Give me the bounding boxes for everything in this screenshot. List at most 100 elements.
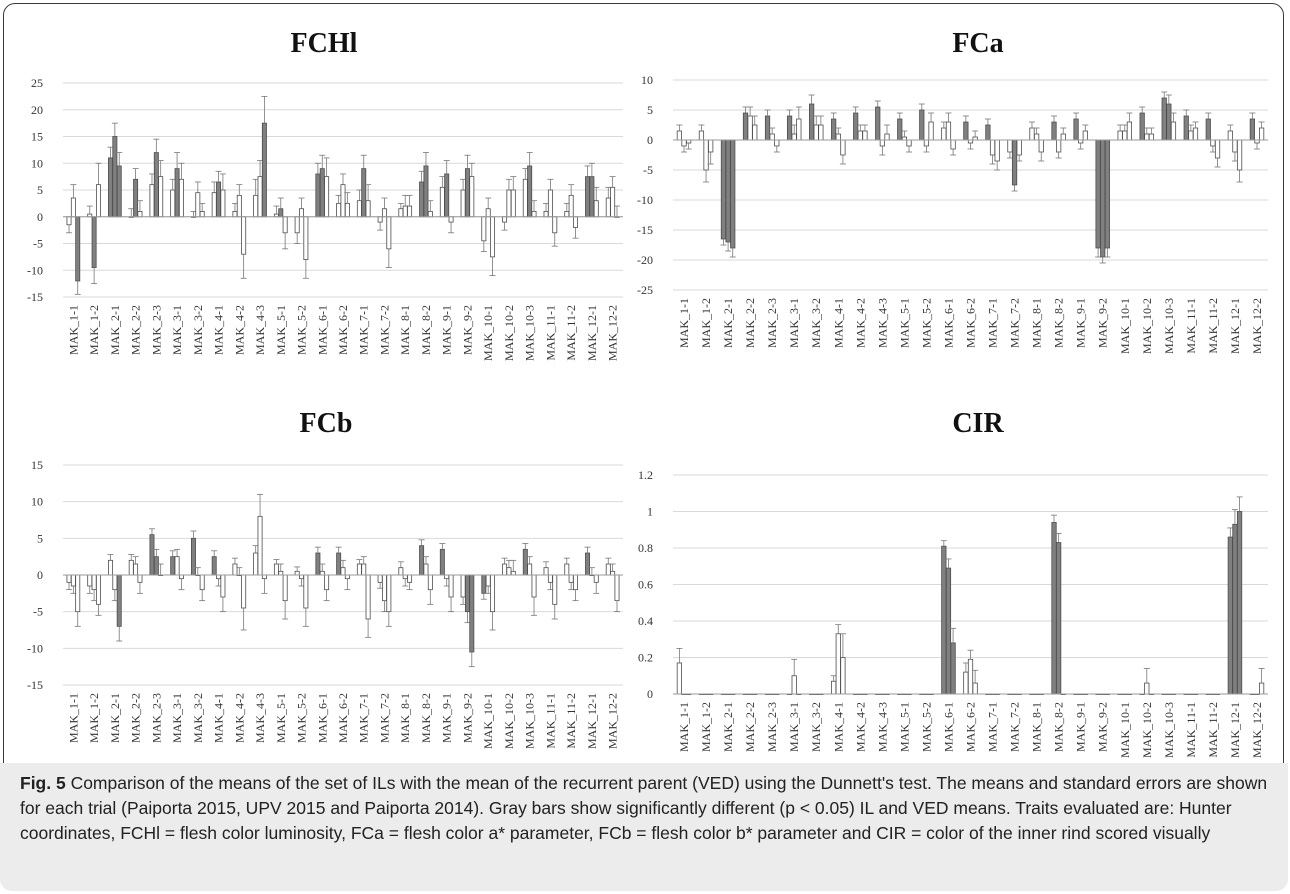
x-tick-label: MAK_4-3	[253, 305, 267, 355]
bar	[897, 118, 903, 141]
y-tick-label: 0.8	[638, 541, 653, 555]
y-tick-label: 5	[647, 103, 653, 117]
x-tick-label: MAK_10-3	[1162, 298, 1176, 354]
bar	[253, 194, 259, 218]
bar	[1188, 130, 1194, 141]
bar	[485, 574, 491, 587]
bar	[464, 574, 470, 613]
y-tick-label: 0	[647, 687, 653, 701]
bar	[361, 168, 367, 218]
x-tick-label: MAK_4-2	[853, 702, 867, 752]
bar	[153, 152, 159, 218]
bar	[469, 176, 475, 218]
x-tick-label: MAK_12-1	[1228, 298, 1242, 354]
x-tick-label: MAK_8-1	[1030, 702, 1044, 752]
bar	[919, 109, 925, 141]
x-tick-label: MAK_8-1	[398, 693, 412, 743]
x-tick-label: MAK_6-2	[964, 702, 978, 752]
bar	[585, 176, 591, 218]
bar	[377, 216, 383, 223]
chart-panel-2: FCb -15 -10 -5 0 5 10 15 MAK_1-1 MAK_1-2 MAK_2-1 MA…	[27, 408, 623, 749]
bar	[1117, 130, 1123, 141]
x-tick-label: MAK_5-1	[897, 298, 911, 348]
bar	[585, 552, 591, 576]
bar	[319, 168, 325, 218]
bar	[502, 216, 508, 223]
bar	[610, 570, 616, 576]
bar	[1232, 139, 1238, 153]
bar	[1126, 121, 1132, 141]
bar	[1056, 139, 1062, 153]
bar	[840, 139, 846, 156]
x-tick-label: MAK_4-1	[212, 305, 226, 355]
bar	[220, 574, 226, 598]
x-tick-label: MAK_2-1	[108, 305, 122, 355]
bar	[195, 192, 201, 218]
x-tick-label: MAK_5-1	[897, 702, 911, 752]
y-tick-label: -10	[27, 641, 43, 655]
x-tick-label: MAK_3-1	[170, 305, 184, 355]
bar	[1051, 522, 1057, 695]
bar	[278, 208, 284, 218]
x-tick-label: MAK_10-1	[481, 693, 495, 749]
bar	[831, 680, 837, 695]
x-tick-label: MAK_2-3	[149, 305, 163, 355]
bar	[786, 115, 793, 141]
bar	[752, 124, 758, 141]
bar	[382, 574, 387, 602]
bar	[698, 130, 705, 141]
bar	[747, 115, 753, 141]
x-tick-label: MAK_3-2	[809, 702, 823, 752]
bar	[522, 178, 528, 218]
bar	[402, 205, 408, 218]
x-tick-label: MAK_7-1	[357, 305, 371, 355]
bar	[725, 139, 731, 243]
x-tick-label: MAK_10-3	[523, 305, 537, 361]
bar	[190, 537, 196, 576]
bar	[950, 642, 956, 695]
x-tick-label: MAK_4-1	[212, 693, 226, 743]
x-tick-label: MAK_11-2	[1206, 298, 1220, 354]
bar	[1122, 130, 1128, 141]
x-tick-label: MAK_9-2	[1096, 702, 1110, 752]
bar	[108, 157, 113, 218]
bar	[840, 657, 846, 695]
bar	[211, 192, 217, 218]
y-tick-label: 0	[647, 133, 653, 147]
bar	[510, 189, 516, 218]
x-tick-label: MAK_6-1	[941, 702, 955, 752]
bar	[257, 515, 263, 576]
bar	[153, 556, 159, 576]
bar	[149, 534, 155, 576]
bar	[1038, 139, 1044, 153]
bar	[324, 574, 330, 591]
bar	[261, 574, 267, 580]
y-tick-label: -5	[33, 237, 43, 251]
x-tick-label: MAK_6-2	[336, 693, 350, 743]
bar	[66, 574, 72, 583]
bar	[720, 139, 727, 240]
x-tick-label: MAK_10-2	[502, 693, 516, 749]
bar	[1034, 133, 1040, 141]
bar	[1236, 511, 1243, 695]
x-tick-label: MAK_4-1	[831, 702, 845, 752]
bar	[605, 197, 611, 218]
bar	[87, 574, 93, 587]
bar	[1161, 97, 1167, 141]
bar	[66, 216, 72, 226]
bar	[236, 194, 242, 218]
bar	[703, 139, 709, 171]
bar	[522, 548, 528, 576]
x-tick-label: MAK_2-2	[129, 305, 143, 355]
x-tick-label: MAK_12-2	[606, 693, 620, 749]
bar	[1192, 127, 1199, 141]
bar	[543, 210, 549, 218]
bar	[835, 633, 841, 695]
bar	[485, 208, 491, 218]
bar	[923, 139, 930, 147]
x-tick-label: MAK_1-1	[66, 305, 80, 355]
y-tick-label: 15	[31, 130, 43, 144]
y-tick-label: 0	[37, 210, 43, 224]
y-tick-label: -5	[643, 163, 653, 177]
bar	[796, 118, 802, 141]
